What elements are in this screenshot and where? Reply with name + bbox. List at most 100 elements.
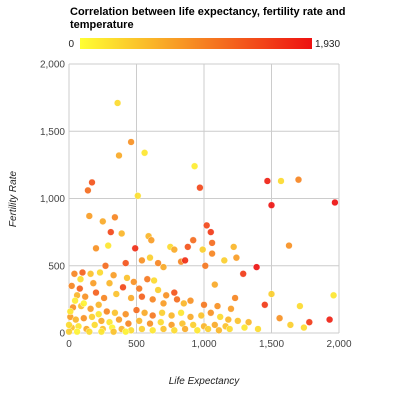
- data-point: [72, 316, 80, 324]
- data-point: [277, 177, 285, 185]
- data-point: [230, 243, 238, 251]
- y-axis-title: Fertility Rate: [8, 171, 19, 228]
- data-point: [294, 176, 303, 184]
- data-point: [132, 306, 141, 314]
- data-point: [220, 256, 228, 265]
- data-point: [263, 177, 272, 185]
- data-point: [181, 325, 189, 333]
- data-point: [285, 242, 293, 250]
- data-point: [261, 301, 269, 309]
- data-point: [65, 328, 73, 336]
- grid: [68, 63, 340, 334]
- data-point: [326, 316, 334, 324]
- data-point: [157, 318, 165, 326]
- data-point: [122, 328, 130, 336]
- data-point: [208, 250, 216, 258]
- data-point: [286, 321, 295, 329]
- data-point: [184, 243, 192, 251]
- data-point: [199, 246, 207, 254]
- data-point: [170, 246, 178, 254]
- data-point: [201, 262, 209, 270]
- data-point: [89, 279, 97, 287]
- data-point: [85, 212, 93, 220]
- data-point: [122, 259, 130, 267]
- data-point: [115, 316, 123, 324]
- data-point: [76, 275, 85, 283]
- data-point: [135, 317, 143, 325]
- x-tick-label: 1,000: [191, 339, 216, 350]
- data-point: [170, 289, 178, 297]
- data-point: [162, 291, 170, 299]
- data-point: [70, 270, 79, 278]
- data-point: [211, 321, 219, 329]
- data-point: [65, 321, 73, 329]
- chart-title-line-1: Correlation between life expectancy, fer…: [70, 6, 346, 18]
- data-point: [159, 299, 168, 308]
- data-point: [180, 299, 188, 308]
- data-point: [100, 294, 108, 302]
- data-point: [181, 256, 189, 265]
- data-point: [154, 259, 162, 267]
- data-point: [73, 328, 81, 336]
- data-point: [115, 151, 123, 160]
- data-point: [216, 313, 224, 321]
- colorbar: [80, 38, 312, 49]
- colorbar-min-label: 0: [68, 39, 74, 50]
- data-point: [197, 311, 205, 320]
- data-point: [239, 270, 247, 278]
- data-point: [81, 293, 89, 301]
- data-point: [207, 228, 215, 236]
- data-point: [168, 311, 176, 320]
- data-point: [141, 309, 149, 317]
- data-point: [101, 262, 110, 270]
- data-point: [232, 254, 241, 262]
- data-point: [118, 229, 126, 238]
- y-tick-label: 2,000: [40, 60, 65, 71]
- data-point: [191, 162, 199, 170]
- data-point: [204, 325, 212, 333]
- data-point: [109, 328, 118, 336]
- y-tick-label: 500: [48, 261, 65, 272]
- data-point: [122, 310, 130, 318]
- data-point: [215, 326, 223, 334]
- y-tick-label: 1,500: [40, 127, 65, 138]
- x-tick-label: 2,000: [326, 339, 351, 350]
- data-point: [186, 313, 195, 321]
- data-point: [193, 326, 201, 334]
- data-point: [91, 321, 99, 329]
- data-point: [135, 285, 143, 293]
- x-tick-label: 0: [66, 339, 72, 350]
- data-point: [146, 320, 154, 328]
- data-point: [254, 325, 262, 333]
- data-point: [76, 285, 84, 293]
- data-point: [127, 294, 135, 302]
- data-point: [158, 309, 166, 317]
- data-point: [231, 294, 239, 302]
- data-point: [149, 311, 157, 320]
- data-point: [211, 281, 219, 289]
- data-point: [127, 138, 135, 146]
- data-point: [196, 184, 204, 192]
- x-tick-label: 500: [128, 339, 145, 350]
- data-point: [86, 270, 95, 278]
- data-point: [141, 149, 149, 157]
- data-point: [97, 317, 106, 325]
- x-tick-label: 1,500: [259, 339, 284, 350]
- data-point: [149, 295, 157, 304]
- data-point: [213, 302, 222, 310]
- data-point: [96, 268, 104, 277]
- data-point: [99, 217, 107, 226]
- data-point: [130, 278, 138, 286]
- data-point: [107, 228, 115, 236]
- data-point: [95, 310, 103, 318]
- data-point: [189, 321, 197, 329]
- data-point: [138, 325, 146, 333]
- data-point: [97, 328, 106, 336]
- data-point: [119, 283, 127, 291]
- data-point: [224, 316, 232, 324]
- data-point: [113, 99, 122, 107]
- data-point: [276, 314, 284, 322]
- data-point: [226, 325, 234, 333]
- data-point: [330, 291, 338, 299]
